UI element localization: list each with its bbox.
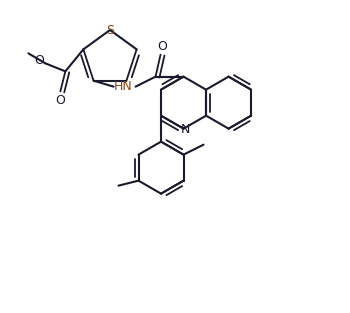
- Text: O: O: [158, 40, 168, 53]
- Text: N: N: [181, 123, 190, 136]
- Text: O: O: [55, 94, 65, 107]
- Text: S: S: [106, 23, 114, 37]
- Text: O: O: [34, 54, 44, 67]
- Text: HN: HN: [114, 80, 133, 93]
